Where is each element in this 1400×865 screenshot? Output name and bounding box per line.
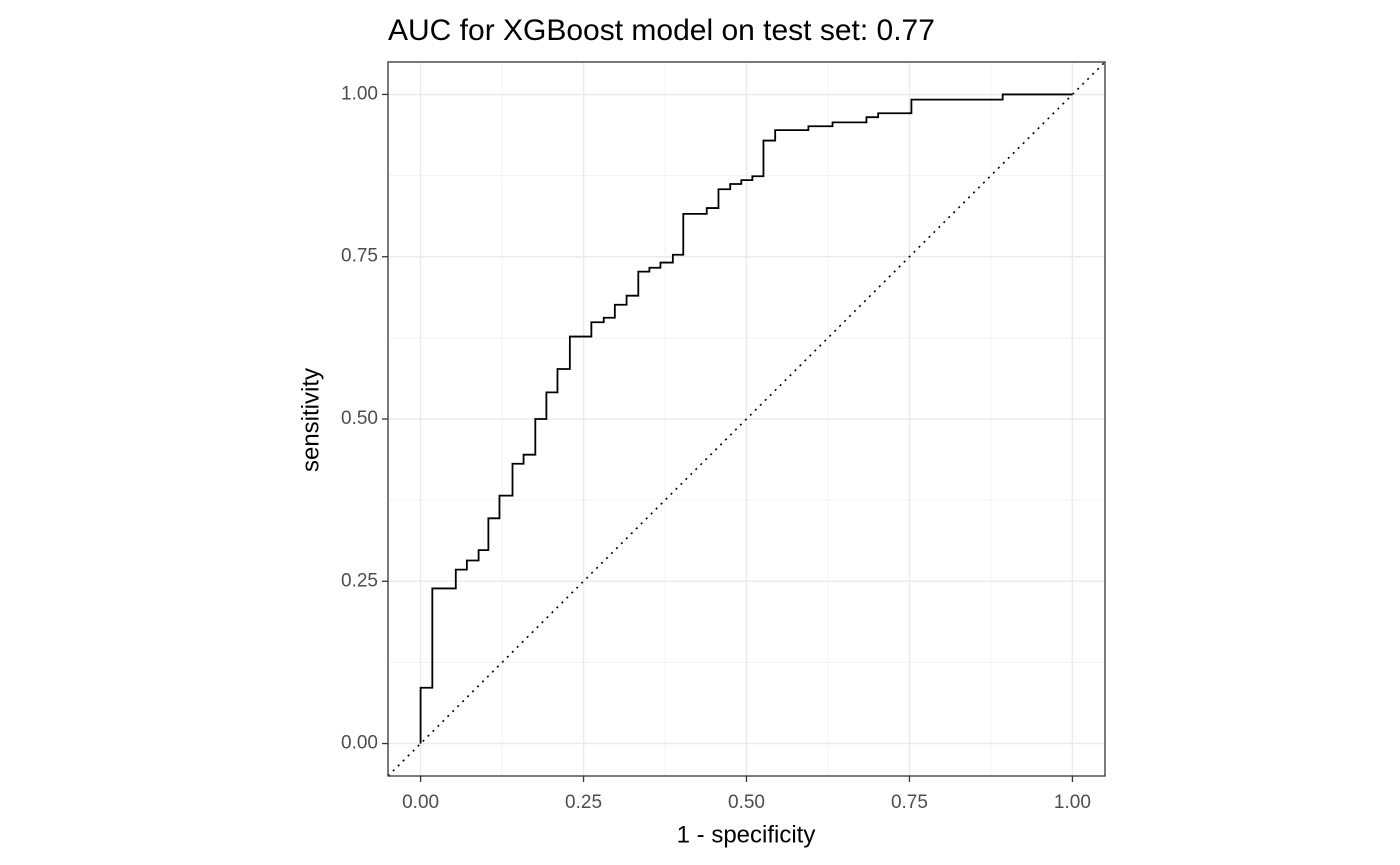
y-tick-label: 0.75 xyxy=(341,246,378,267)
y-tick-label: 1.00 xyxy=(341,83,378,104)
y-axis-title: sensitivity xyxy=(297,368,324,472)
x-axis-title: 1 - specificity xyxy=(677,821,816,848)
chart-title: AUC for XGBoost model on test set: 0.77 xyxy=(388,14,935,47)
x-tick-label: 1.00 xyxy=(1054,792,1091,813)
x-tick-label: 0.25 xyxy=(565,792,602,813)
x-tick-label: 0.50 xyxy=(728,792,765,813)
y-tick-label: 0.25 xyxy=(341,570,378,591)
x-tick-label: 0.75 xyxy=(891,792,928,813)
y-tick-label: 0.00 xyxy=(341,733,378,754)
x-tick-label: 0.00 xyxy=(402,792,439,813)
y-tick-label: 0.50 xyxy=(341,408,378,429)
panel-border xyxy=(387,61,1106,777)
reference-line xyxy=(387,61,1106,777)
roc-curve xyxy=(419,93,1073,744)
